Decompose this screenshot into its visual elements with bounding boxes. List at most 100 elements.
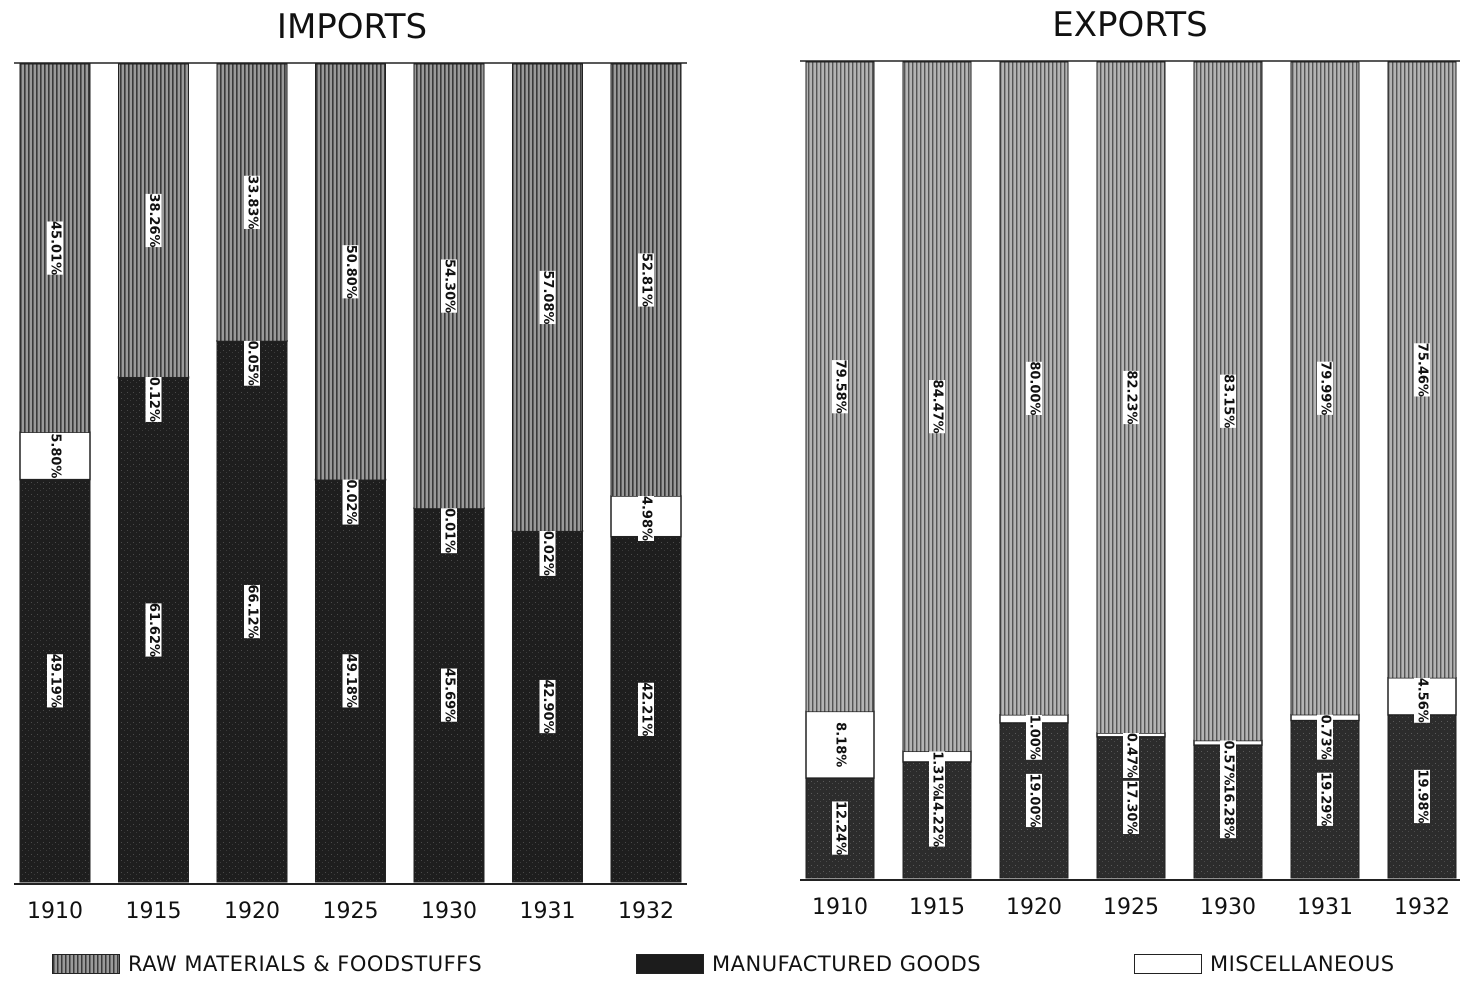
exports-value-label-1915-raw: 84.47% bbox=[930, 380, 945, 434]
exports-value-label-1910-misc: 8.18% bbox=[833, 722, 848, 767]
imports-label-bg-1910-raw bbox=[47, 221, 63, 275]
exports-value-label-1930-misc: 0.57% bbox=[1221, 740, 1236, 785]
imports-bar-outline-1930 bbox=[413, 63, 485, 883]
imports-tick-label-1920: 1920 bbox=[224, 899, 280, 924]
exports-label-bg-1915-misc bbox=[929, 751, 945, 797]
exports-tick-label-1930: 1930 bbox=[1200, 895, 1256, 920]
legend-label-raw: RAW MATERIALS & FOODSTUFFS bbox=[128, 952, 483, 976]
imports-value-label-1915-misc: 0.12% bbox=[146, 377, 161, 422]
exports-label-bg-1925-raw bbox=[1123, 370, 1139, 425]
imports-bar-outline-1925 bbox=[315, 63, 386, 883]
imports-bar-outline-1932 bbox=[610, 63, 682, 883]
exports-label-bg-1930-misc bbox=[1220, 740, 1236, 786]
imports-tick-label-1915: 1915 bbox=[126, 899, 182, 924]
exports-label-bg-1915-manufactured bbox=[929, 793, 945, 847]
imports-value-label-1925-raw: 50.80% bbox=[343, 245, 358, 299]
exports-label-bg-1910-manufactured bbox=[832, 801, 848, 855]
exports-value-label-1920-raw: 80.00% bbox=[1027, 361, 1042, 415]
imports-value-label-1920-raw: 33.83% bbox=[245, 175, 260, 229]
imports-label-bg-1920-raw bbox=[244, 175, 260, 229]
exports-bar-outline-1930 bbox=[1193, 61, 1263, 879]
imports-tick-label-1925: 1925 bbox=[323, 899, 379, 924]
imports-label-bg-1910-misc bbox=[47, 433, 63, 479]
legend-item-misc: MISCELLANEOUS bbox=[1134, 951, 1395, 977]
imports-label-bg-1920-manufactured bbox=[244, 584, 260, 639]
exports-bar-outline-1915 bbox=[902, 61, 972, 879]
imports-value-label-1915-raw: 38.26% bbox=[146, 193, 161, 247]
imports-chart: 49.19% 5.80% 45.01% 1910 61.62% 0.12% 38.26% 19… bbox=[14, 62, 687, 924]
legend-item-raw: RAW MATERIALS & FOODSTUFFS bbox=[52, 951, 482, 977]
imports-label-bg-1925-manufactured bbox=[342, 654, 359, 708]
imports-label-bg-1930-misc bbox=[441, 508, 457, 554]
imports-value-label-1930-misc: 0.01% bbox=[442, 508, 457, 553]
imports-label-bg-1915-raw bbox=[145, 193, 162, 248]
imports-label-bg-1932-misc bbox=[638, 495, 654, 541]
exports-label-bg-1932-manufactured bbox=[1414, 769, 1430, 824]
exports-label-bg-1910-raw bbox=[832, 360, 848, 414]
imports-value-label-1920-misc: 0.05% bbox=[245, 341, 260, 386]
exports-label-bg-1930-manufactured bbox=[1220, 784, 1236, 839]
exports-bar-outline-1932 bbox=[1387, 61, 1457, 879]
exports-value-label-1910-manufactured: 12.24% bbox=[833, 801, 848, 855]
imports-value-label-1932-raw: 52.81% bbox=[639, 253, 654, 307]
exports-value-label-1915-manufactured: 14.22% bbox=[930, 793, 945, 847]
exports-value-label-1932-manufactured: 19.98% bbox=[1415, 769, 1430, 823]
exports-bar-outline-1925 bbox=[1096, 61, 1166, 879]
exports-value-label-1930-raw: 83.15% bbox=[1221, 374, 1236, 428]
exports-label-bg-1925-manufactured bbox=[1123, 780, 1139, 835]
imports-value-label-1932-manufactured: 42.21% bbox=[639, 682, 654, 736]
imports-label-bg-1930-raw bbox=[441, 259, 457, 313]
exports-tick-label-1915: 1915 bbox=[909, 895, 965, 920]
imports-label-bg-1915-manufactured bbox=[145, 603, 162, 657]
exports-label-bg-1925-misc bbox=[1123, 732, 1139, 778]
imports-value-label-1931-raw: 57.08% bbox=[540, 270, 555, 324]
exports-bar-outline-1910 bbox=[805, 61, 875, 879]
exports-value-label-1931-manufactured: 19.29% bbox=[1318, 772, 1333, 826]
exports-value-label-1931-misc: 0.73% bbox=[1318, 715, 1333, 760]
imports-label-bg-1925-raw bbox=[342, 245, 359, 299]
exports-label-bg-1920-manufactured bbox=[1026, 773, 1042, 828]
exports-value-label-1931-raw: 79.99% bbox=[1318, 361, 1333, 415]
exports-value-label-1915-misc: 1.31% bbox=[930, 751, 945, 796]
exports-chart: 12.24% 8.18% 79.58% 1910 14.22%1.31% 84.47% 19… bbox=[800, 60, 1460, 920]
exports-label-bg-1920-raw bbox=[1026, 361, 1042, 415]
charts-canvas: IMPORTS EXPORTS 49.19% 5.80% 45.01% 1910 61.… bbox=[14, 5, 1460, 924]
imports-tick-label-1931: 1931 bbox=[520, 899, 576, 924]
legend-item-manufactured: MANUFACTURED GOODS bbox=[636, 951, 981, 977]
exports-tick-label-1910: 1910 bbox=[812, 895, 868, 920]
legend-label-misc: MISCELLANEOUS bbox=[1210, 952, 1395, 976]
imports-label-bg-1932-manufactured bbox=[638, 682, 654, 736]
imports-label-bg-1931-misc bbox=[539, 530, 556, 576]
exports-bar-outline-1931 bbox=[1290, 61, 1360, 879]
imports-value-label-1910-misc: 5.80% bbox=[48, 433, 63, 478]
imports-value-label-1930-manufactured: 45.69% bbox=[442, 668, 457, 722]
legend-label-manufactured: MANUFACTURED GOODS bbox=[712, 952, 982, 976]
manufactured-swatch bbox=[636, 954, 704, 974]
raw-materials-swatch bbox=[52, 954, 120, 974]
exports-label-bg-1910-misc bbox=[832, 722, 848, 768]
imports-value-label-1915-manufactured: 61.62% bbox=[146, 603, 161, 657]
imports-value-label-1925-misc: 0.02% bbox=[343, 479, 358, 524]
imports-label-bg-1932-raw bbox=[638, 253, 654, 307]
imports-tick-label-1932: 1932 bbox=[618, 899, 674, 924]
exports-label-bg-1932-raw bbox=[1414, 343, 1430, 397]
exports-value-label-1910-raw: 79.58% bbox=[833, 360, 848, 414]
exports-tick-label-1925: 1925 bbox=[1103, 895, 1159, 920]
imports-value-label-1932-misc: 4.98% bbox=[639, 496, 654, 541]
exports-value-label-1932-raw: 75.46% bbox=[1415, 343, 1430, 397]
exports-bar-outline-1920 bbox=[999, 61, 1069, 879]
imports-label-bg-1915-misc bbox=[145, 376, 162, 422]
imports-value-label-1920-manufactured: 66.12% bbox=[245, 584, 260, 638]
imports-label-bg-1910-manufactured bbox=[47, 654, 63, 708]
exports-title: EXPORTS bbox=[1052, 5, 1208, 45]
exports-label-bg-1915-raw bbox=[929, 380, 945, 434]
imports-label-bg-1920-misc bbox=[244, 340, 260, 386]
imports-value-label-1930-raw: 54.30% bbox=[442, 259, 457, 313]
imports-label-bg-1930-manufactured bbox=[441, 668, 457, 722]
imports-bar-outline-1915 bbox=[118, 63, 189, 883]
exports-label-bg-1930-raw bbox=[1220, 374, 1236, 428]
imports-bar-outline-1910 bbox=[19, 63, 91, 883]
exports-value-label-1932-misc: 4.56% bbox=[1415, 678, 1430, 723]
exports-value-label-1930-manufactured: 16.28% bbox=[1221, 784, 1236, 838]
exports-tick-label-1932: 1932 bbox=[1394, 895, 1450, 920]
